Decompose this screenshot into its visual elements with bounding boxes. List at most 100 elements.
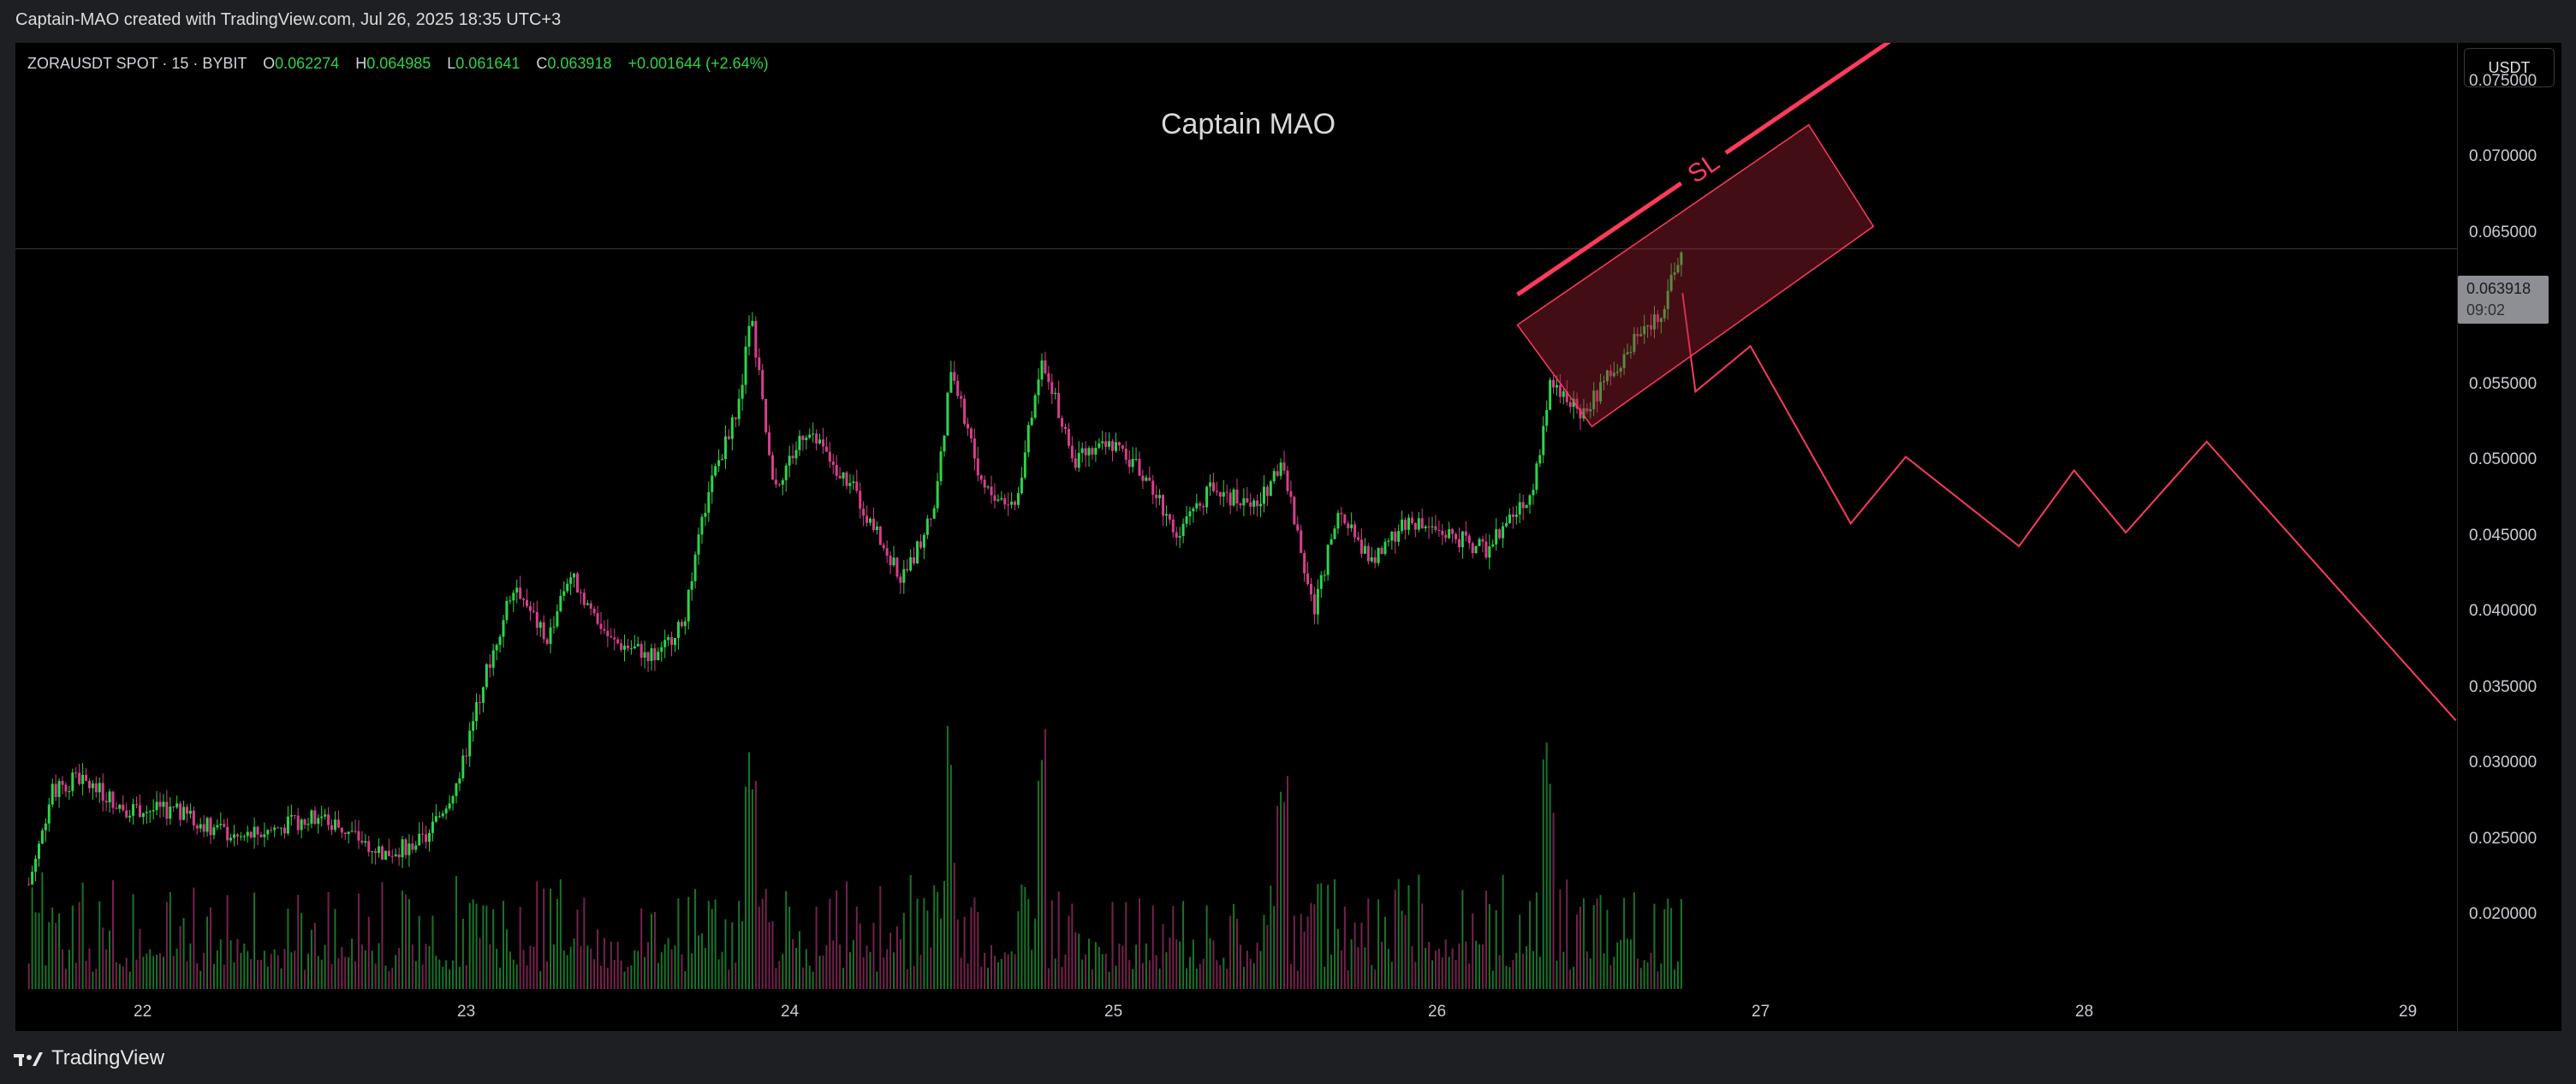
volume-bar [1576,914,1579,989]
volume-bar [1256,942,1258,989]
candle-body [744,346,747,385]
volume-bar [304,969,306,989]
candle-body [1521,502,1525,509]
candle-body [259,834,263,837]
volume-bar [472,899,474,989]
price-tick: 0.020000 [2469,905,2537,923]
volume-bar [1000,958,1002,989]
candle-body [263,834,266,837]
volume-bar [1425,947,1427,989]
candle-body [384,850,387,861]
volume-bar [883,957,885,989]
candle-body [559,595,562,611]
candle-body [741,384,744,399]
volume-bar [876,971,878,989]
candle-body [458,777,461,783]
candle-body [1461,531,1464,548]
volume-bar [1216,960,1218,989]
candle-body [364,841,367,843]
volume-bar [1383,916,1386,989]
candle-body [223,824,226,827]
candle-body [885,548,889,556]
volume-bar [1317,884,1319,989]
volume-bar [778,961,781,989]
volume-bar [1431,960,1434,989]
candle-body [663,640,667,647]
volume-bar [1289,963,1292,989]
volume-bar [627,967,629,989]
volume-bar [38,913,40,989]
volume-bar [196,962,199,989]
candle-body [1279,462,1282,476]
volume-bar [573,938,575,989]
volume-bar [212,963,215,989]
candle-body [1101,441,1104,444]
tradingview-brand[interactable]: TradingView [14,1046,164,1070]
symbol-label[interactable]: ZORAUSDT SPOT · 15 · BYBIT [27,55,247,72]
volume-bar [1458,944,1461,989]
volume-bar [812,971,814,989]
volume-bar [1091,969,1093,989]
volume-bar [1024,886,1026,989]
volume-bar [653,912,656,989]
volume-bar [364,950,366,989]
candle-body [431,821,434,833]
volume-bar [1186,968,1188,989]
candle-body [277,827,280,829]
volume-bar [630,965,633,989]
candle-body [270,830,273,831]
volume-bar [583,897,586,989]
volume-bar [991,944,993,989]
chart-pane[interactable]: SL ZORAUSDT SPOT · 15 · BYBIT O0.062274 … [15,43,2457,1031]
volume-bar [156,955,158,989]
volume-bar [388,971,390,989]
close-label: C [536,55,548,72]
volume-bar [1219,965,1222,989]
candle-body [1117,442,1121,446]
volume-bar [745,786,747,989]
candle-body [646,652,650,661]
candle-body [1612,372,1615,377]
volume-bar [458,967,461,989]
chart-canvas[interactable]: SL [15,43,2457,1031]
candle-body [1484,541,1488,558]
candle-body [357,831,360,841]
volume-bar [78,902,80,989]
volume-bar [616,942,619,989]
candle-body [640,644,643,658]
candle-body [1552,379,1556,388]
candle-body [946,392,949,436]
volume-bar [792,939,794,989]
candle-body [485,664,488,688]
candle-body [37,843,40,859]
volume-bar [967,963,969,989]
volume-bar [1347,970,1349,989]
time-tick: 24 [781,1003,800,1021]
candle-body [1155,494,1158,498]
candle-body [134,804,138,806]
currency-button[interactable]: USDT [2464,48,2555,87]
candle-body [152,810,155,812]
volume-bar [640,908,643,989]
volume-bar [580,945,582,989]
volume-bar [186,961,188,989]
volume-bar [559,879,562,989]
volume-bar [1165,952,1168,989]
candle-body [1528,495,1532,505]
price-tick: 0.040000 [2469,602,2537,620]
candle-body [1535,463,1538,491]
candle-body [1111,441,1115,451]
volume-bar [1273,906,1276,989]
candle-body [711,475,714,492]
volume-bar [1330,954,1333,989]
candle-body [1491,544,1495,547]
volume-bar [378,943,380,989]
candle-body [1359,539,1363,554]
candle-body [1444,534,1448,539]
volume-bar [159,953,162,989]
candle-body [936,480,939,509]
volume-bar [1276,806,1279,989]
candle-body [1404,519,1407,530]
candle-body [51,783,54,805]
price-axis[interactable] [2457,43,2561,1031]
